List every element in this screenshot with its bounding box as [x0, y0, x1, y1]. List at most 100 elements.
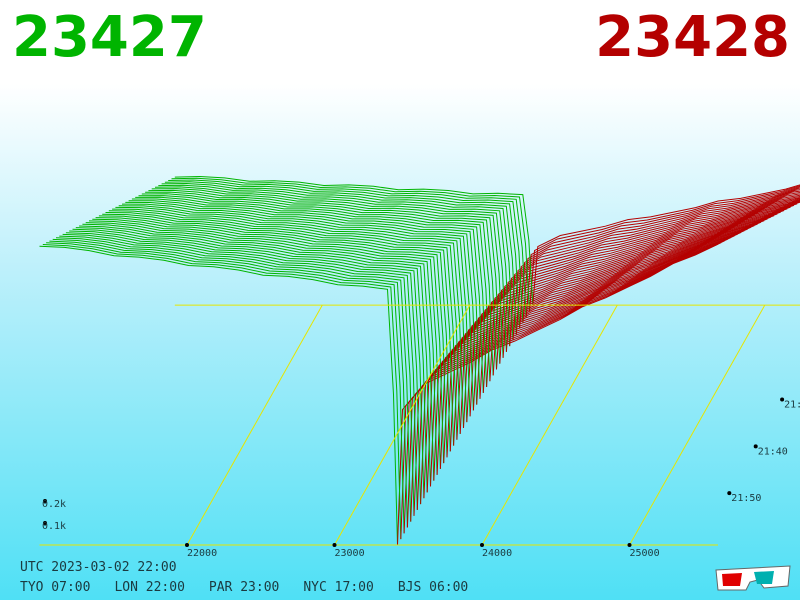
depth-tick-label: 0.2k	[42, 499, 66, 510]
ask-depth-line	[410, 236, 732, 522]
time-tick-label: 21:40	[758, 446, 788, 457]
ask-depth-line	[397, 243, 719, 546]
ask-depth-line	[486, 200, 800, 388]
ask-depth-line	[519, 189, 800, 329]
bid-depth-line	[151, 188, 511, 347]
bid-depth-line	[92, 218, 451, 452]
time-tick-marker	[727, 491, 732, 496]
bid-depth-line	[138, 195, 497, 370]
3d-glasses-icon[interactable]	[712, 562, 794, 594]
grid-price-line	[629, 304, 766, 546]
bjs-time: BJS 06:00	[397, 580, 469, 595]
bid-depth-line	[128, 200, 488, 388]
bid-depth-line	[69, 230, 428, 493]
ask-depth-line	[400, 242, 722, 540]
time-tick-label: 21:50	[731, 493, 761, 504]
nyc-time: NYC 17:00	[303, 580, 374, 595]
bid-depth-line	[168, 179, 527, 317]
bid-depth-line	[79, 225, 438, 475]
bid-depth-line	[121, 203, 481, 399]
bid-depth-line	[62, 233, 422, 505]
par-time: PAR 23:00	[208, 580, 280, 595]
ask-depth-line	[463, 210, 785, 429]
bid-depth-line	[82, 223, 441, 469]
bid-depth-line	[164, 181, 524, 323]
bid-depth-line	[52, 238, 412, 522]
ask-depth-line	[512, 191, 800, 341]
bid-depth-line	[108, 210, 468, 423]
price-tick-marker	[627, 543, 632, 547]
tyo-time: TYO 07:00	[20, 580, 91, 595]
bid-depth-line	[85, 222, 445, 464]
bid-depth-line	[135, 196, 494, 376]
ask-depth-line	[515, 190, 800, 335]
depth-tick-marker	[43, 499, 47, 503]
ask-depth-line	[406, 238, 729, 528]
bid-depth-line	[42, 244, 402, 540]
bid-depth-line	[171, 177, 530, 312]
bid-depth-line	[145, 191, 504, 358]
price-tick-marker	[480, 543, 484, 547]
bid-depth-line	[72, 228, 431, 487]
bid-depth-line	[112, 208, 471, 417]
ask-depth-line	[489, 199, 800, 382]
bid-depth-line	[46, 242, 405, 534]
ask-depth-line	[479, 201, 800, 399]
bid-depth-line	[148, 189, 507, 352]
ask-depth-line	[482, 201, 800, 393]
ask-depth-line	[456, 213, 778, 440]
ask-depth-line	[476, 203, 798, 405]
bid-depth-line	[39, 245, 398, 546]
ask-depth-line	[472, 204, 795, 411]
ask-price: 23428	[595, 5, 790, 70]
ask-depth-line	[502, 195, 800, 358]
grid-price-line	[334, 304, 471, 546]
time-tick-marker	[753, 444, 758, 449]
time-tick-marker	[780, 397, 785, 402]
ask-depth-line	[453, 215, 775, 446]
bid-depth-line	[174, 175, 534, 306]
ask-depth-line	[466, 208, 788, 423]
ask-depth-line	[509, 193, 800, 347]
world-clocks: TYO 07:00 LON 22:00 PAR 23:00 NYC 17:00 BJS …	[20, 580, 492, 595]
ask-depth-line	[532, 184, 800, 306]
price-tick-marker	[185, 543, 189, 547]
ask-depth-line	[525, 186, 800, 317]
bid-depth-line	[125, 201, 484, 393]
bid-depth-line	[98, 215, 458, 440]
utc-time: UTC 2023-03-02 22:00	[20, 560, 177, 575]
bid-depth-line	[161, 182, 521, 329]
ask-depth-line	[469, 206, 791, 417]
price-tick-marker	[332, 543, 337, 547]
ask-depth-line	[505, 194, 800, 352]
time-tick-label: 21:30	[784, 400, 800, 411]
bid-depth-line	[154, 186, 514, 341]
bid-depth-line	[131, 198, 491, 382]
depth-tick-marker	[43, 521, 47, 525]
bid-depth-line	[55, 237, 415, 516]
bid-depth-line	[141, 193, 501, 364]
bid-depth-line	[75, 227, 435, 481]
bid-depth-line	[59, 235, 418, 510]
bid-depth-line	[49, 240, 408, 528]
ask-depth-line	[499, 196, 800, 364]
bid-depth-line	[95, 217, 455, 446]
price-tick-label: 23000	[335, 548, 365, 559]
price-tick-label: 25000	[630, 548, 660, 559]
bid-depth-line	[88, 220, 448, 458]
depth-tick-label: 0.1k	[42, 521, 66, 532]
ask-depth-line	[522, 187, 800, 323]
ask-depth-line	[529, 185, 800, 312]
bid-depth-line	[115, 206, 474, 411]
ask-depth-line	[449, 216, 771, 452]
bid-price: 23427	[12, 5, 207, 70]
bid-depth-line	[65, 232, 425, 499]
bid-depth-line	[105, 212, 464, 429]
price-tick-label: 24000	[482, 548, 512, 559]
bid-depth-line	[102, 213, 461, 434]
bid-depth-line	[118, 205, 478, 405]
grid-price-line	[481, 304, 618, 546]
lon-time: LON 22:00	[114, 580, 185, 595]
bid-depth-line	[158, 184, 517, 335]
